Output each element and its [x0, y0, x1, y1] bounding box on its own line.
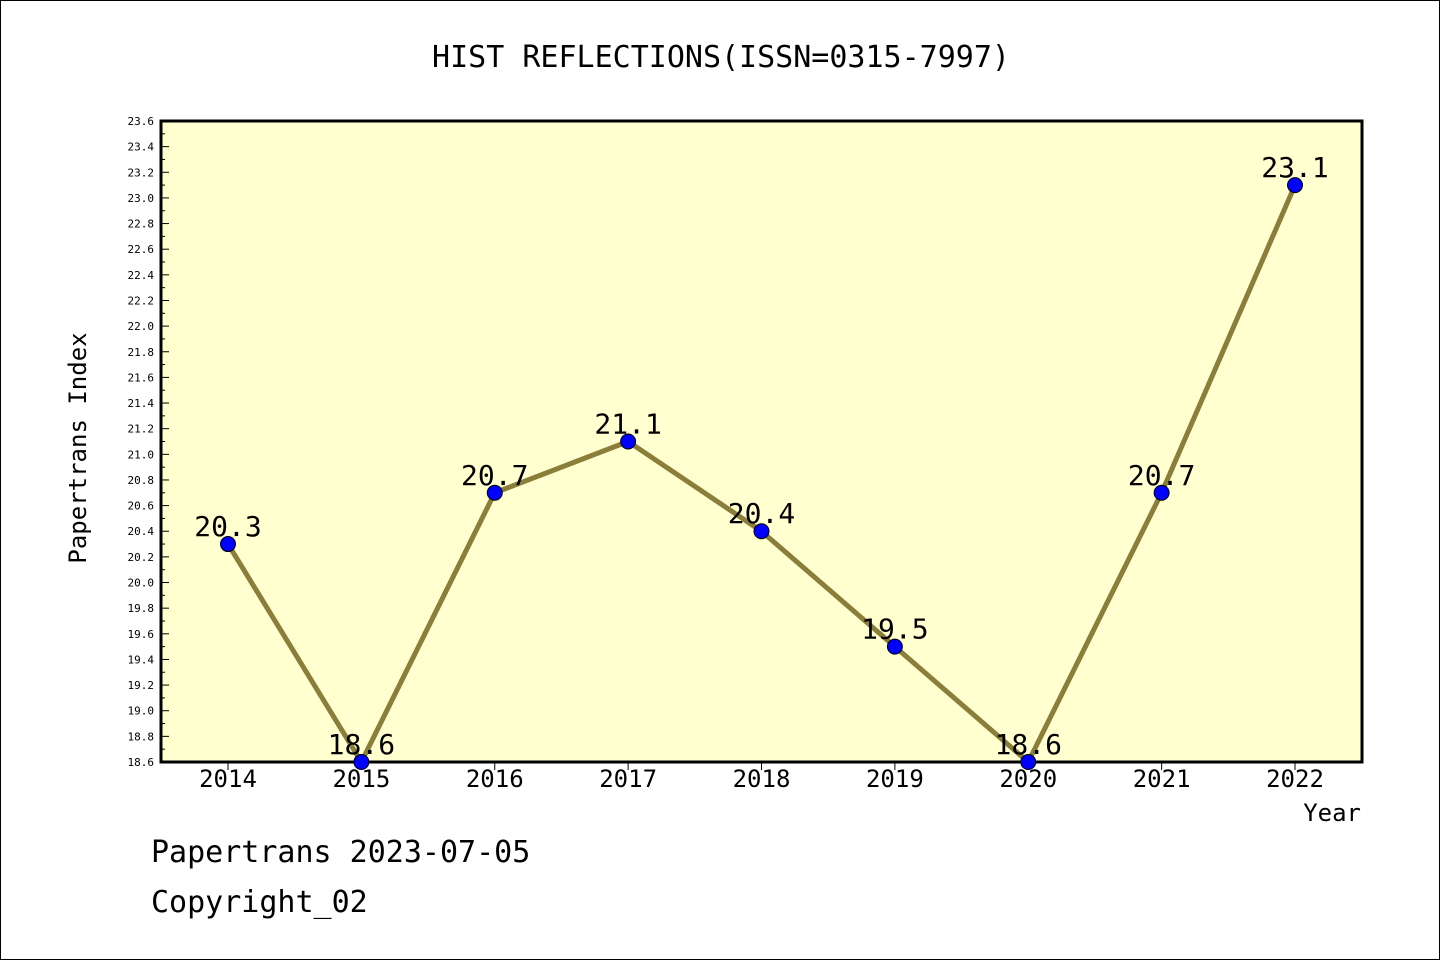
- x-tick-label: 2021: [1133, 765, 1191, 793]
- y-tick-label: 18.8: [128, 730, 155, 743]
- series-line-group: 20.3 18.6 20.7 21.1 20.4 19.5 18.6 20.7 23.1: [194, 151, 1329, 770]
- x-axis-label: Year: [1303, 799, 1361, 827]
- y-tick-label: 21.4: [128, 397, 155, 410]
- data-label: 20.7: [461, 459, 528, 492]
- x-tick-label: 2014: [199, 765, 257, 793]
- data-label: 20.3: [194, 510, 261, 543]
- y-tick-label: 22.4: [128, 269, 155, 282]
- data-label: 18.6: [995, 728, 1062, 761]
- data-label: 18.6: [328, 728, 395, 761]
- y-tick-label: 20.6: [128, 500, 155, 513]
- y-tick-label: 22.6: [128, 243, 155, 256]
- y-tick-label: 22.0: [128, 320, 155, 333]
- y-tick-label: 22.8: [128, 218, 155, 231]
- y-tick-label: 21.8: [128, 346, 155, 359]
- data-point: [886, 638, 903, 655]
- footer-date: Papertrans 2023-07-05: [151, 835, 531, 870]
- y-tick-label: 21.0: [128, 448, 155, 461]
- y-tick-label: 19.2: [128, 679, 155, 692]
- y-tick-label: 19.0: [128, 705, 155, 718]
- y-tick-label: 20.2: [128, 551, 155, 564]
- y-tick-label: 22.2: [128, 294, 155, 307]
- data-label: 19.5: [861, 613, 928, 646]
- x-tick-label: 2018: [733, 765, 791, 793]
- data-point: [1020, 754, 1037, 770]
- y-tick-label: 19.8: [128, 602, 155, 615]
- y-tick-label: 23.2: [128, 166, 155, 179]
- data-label: 20.7: [1128, 459, 1195, 492]
- x-tick-label: 2022: [1266, 765, 1324, 793]
- data-point: [1153, 484, 1170, 501]
- y-tick-label: 20.0: [128, 577, 155, 590]
- plot-area: [159, 119, 1364, 764]
- data-label: 20.4: [728, 497, 795, 530]
- y-axis: 18.6 18.8 19.0 19.2 19.4 19.6 19.8 20.0 20.2 20.4…: [128, 115, 169, 769]
- x-tick-label: 2017: [599, 765, 657, 793]
- x-tick-label: 2019: [866, 765, 924, 793]
- y-axis-label: Papertrans Index: [64, 332, 92, 563]
- y-tick-label: 21.6: [128, 371, 155, 384]
- x-tick-label: 2016: [466, 765, 524, 793]
- y-tick-label: 23.6: [128, 115, 155, 128]
- data-point: [353, 754, 370, 770]
- y-tick-label: 18.6: [128, 756, 155, 769]
- data-point: [620, 433, 637, 450]
- y-tick-label: 23.0: [128, 192, 155, 205]
- footer-copyright: Copyright_02: [151, 885, 368, 920]
- x-axis: 2014 2015 2016 2017 2018 2019 2020 2021 2022: [199, 762, 1324, 793]
- data-label: 21.1: [594, 408, 661, 441]
- data-point: [220, 536, 236, 553]
- y-tick-label: 19.6: [128, 628, 155, 641]
- data-point: [753, 523, 770, 540]
- y-tick-label: 23.4: [128, 141, 155, 154]
- y-tick-label: 21.2: [128, 423, 155, 436]
- chart-title: HIST REFLECTIONS(ISSN=0315-7997): [432, 40, 1010, 75]
- y-tick-label: 19.4: [128, 653, 155, 666]
- data-label: 23.1: [1261, 151, 1328, 184]
- y-tick-label: 20.4: [128, 525, 155, 538]
- data-point: [1287, 177, 1303, 194]
- data-point: [486, 484, 503, 501]
- y-tick-label: 20.8: [128, 474, 155, 487]
